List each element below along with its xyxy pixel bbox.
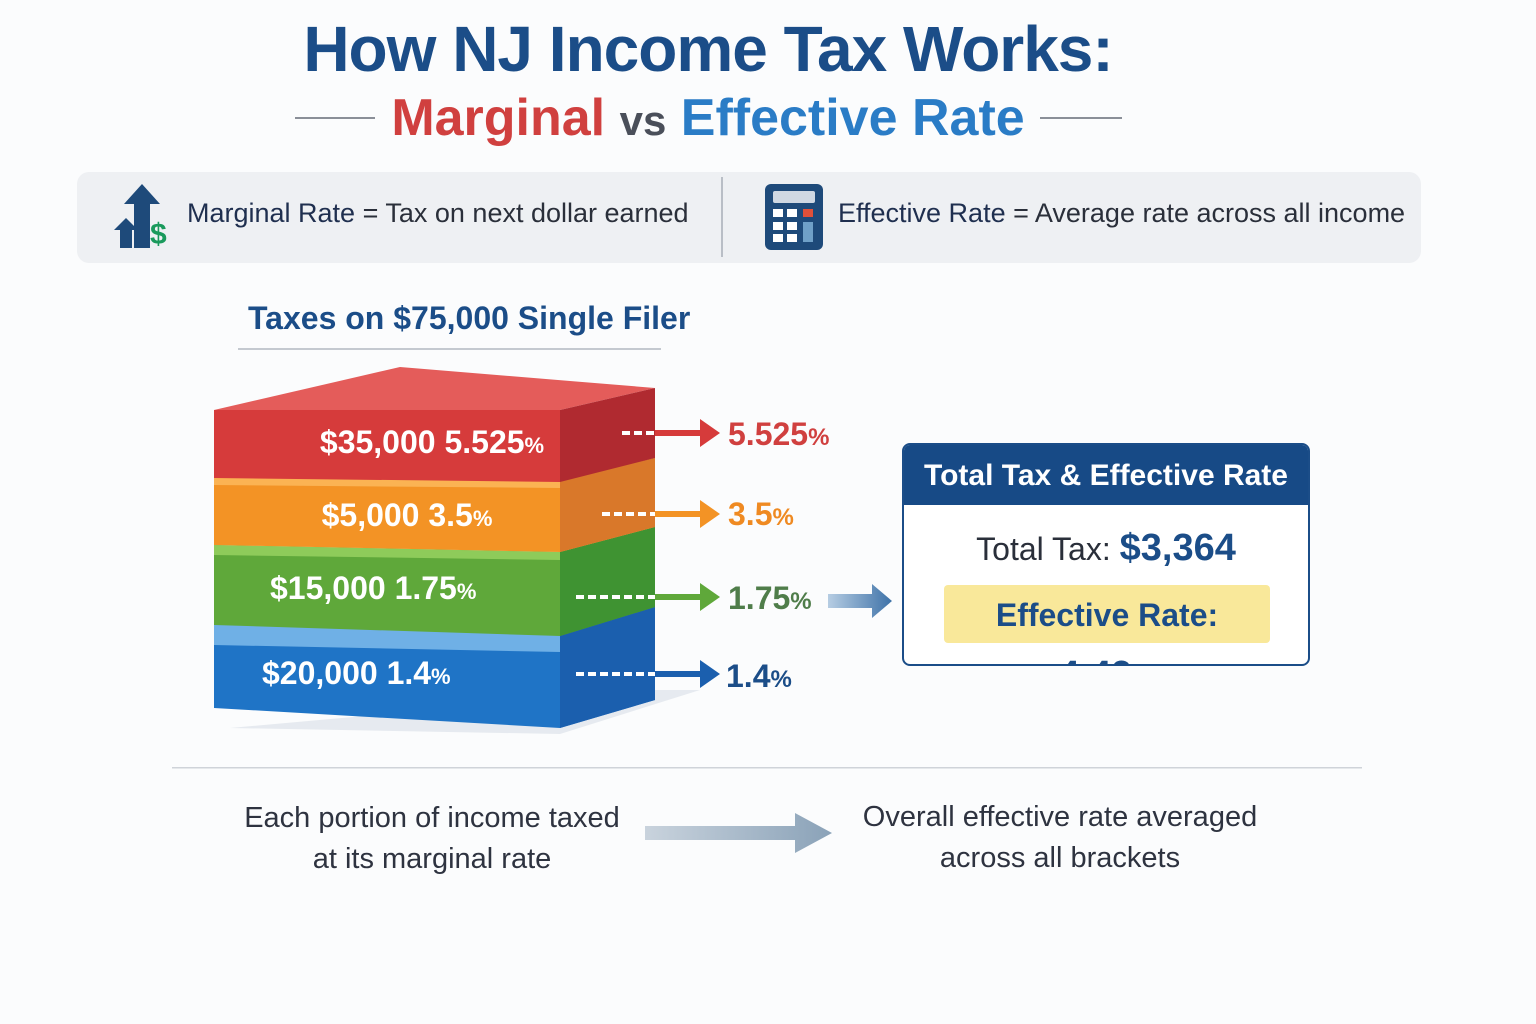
rate-label: 1.75% xyxy=(728,580,812,616)
marginal-text: = Tax on next dollar earned xyxy=(362,198,689,228)
divider xyxy=(1040,117,1122,119)
bracket-label: $35,000 5.525% xyxy=(319,424,545,460)
effective-rate-highlight: Effective Rate: 4.49% xyxy=(944,585,1270,664)
arrow-icon xyxy=(655,500,720,528)
chart-title: Taxes on $75,000 Single Filer xyxy=(248,300,691,336)
divider xyxy=(721,177,723,257)
marginal-term: Marginal Rate xyxy=(187,198,356,228)
bracket-arrow xyxy=(576,660,720,688)
summary-title: Total Tax & Effective Rate xyxy=(904,445,1308,505)
footer-left-text: Each portion of income taxed at its margi… xyxy=(244,802,620,875)
footer-right-text: Overall effective rate averaged across al… xyxy=(862,801,1258,874)
bracket-label: $20,000 1.4% xyxy=(262,655,451,691)
svg-text:$: $ xyxy=(150,218,167,250)
calculator-icon xyxy=(765,184,823,250)
page-subtitle: Marginal vs Effective Rate xyxy=(0,88,1416,148)
effective-text: = Average rate across all income xyxy=(1013,198,1406,228)
page-title: How NJ Income Tax Works: xyxy=(303,13,1113,85)
divider xyxy=(295,117,375,119)
bracket-layer xyxy=(214,607,655,728)
bracket-arrow xyxy=(576,583,720,611)
footer-arrow xyxy=(645,813,832,853)
footer-divider xyxy=(172,767,1362,769)
total-tax-value: $3,364 xyxy=(1119,527,1236,569)
bracket-arrow xyxy=(622,419,720,447)
arrow-icon xyxy=(655,583,720,611)
up-arrow-dollar-icon: $ xyxy=(114,184,167,250)
subtitle-effective: Effective Rate xyxy=(680,89,1025,147)
arrow-icon xyxy=(655,660,720,688)
effective-term: Effective Rate xyxy=(838,198,1006,228)
effective-definition: Effective Rate = Average rate across all… xyxy=(838,198,1405,229)
bracket-label: $5,000 3.5% xyxy=(321,497,493,533)
subtitle-marginal: Marginal xyxy=(391,89,606,147)
bracket-arrow xyxy=(602,500,720,528)
bracket-layer xyxy=(214,367,655,482)
rate-label: 5.525% xyxy=(728,416,830,452)
effective-rate-value: 4.49 xyxy=(1058,654,1132,664)
definitions-bar xyxy=(77,172,1421,263)
subtitle-vs: vs xyxy=(619,97,667,144)
bracket-layer xyxy=(214,527,655,636)
marginal-definition: Marginal Rate = Tax on next dollar earne… xyxy=(187,198,689,229)
bracket-label: $15,000 1.75% xyxy=(270,570,477,606)
summary-box: Total Tax & Effective Rate Total Tax: $3… xyxy=(902,443,1310,666)
rate-label: 1.4% xyxy=(726,658,792,694)
total-tax: Total Tax: $3,364 xyxy=(976,527,1236,569)
arrow-icon xyxy=(655,419,720,447)
chart-title-underline xyxy=(238,348,661,350)
to-summary-arrow xyxy=(828,584,892,618)
rate-label: 3.5% xyxy=(728,496,794,532)
